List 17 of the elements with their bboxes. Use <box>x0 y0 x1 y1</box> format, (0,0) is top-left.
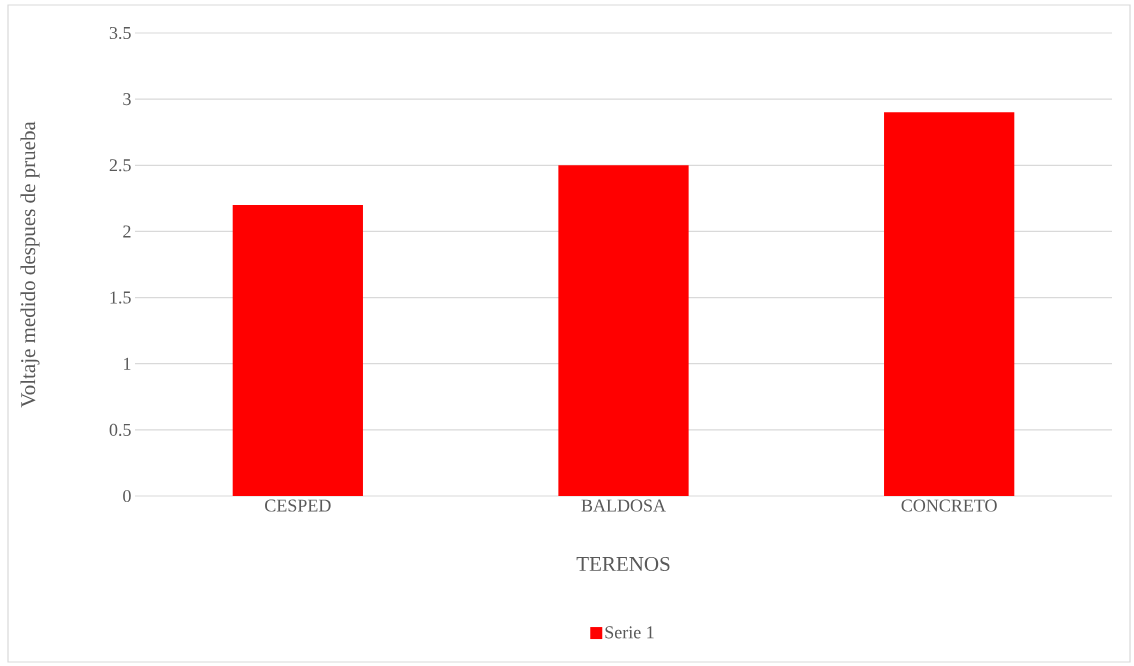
legend-label: Serie 1 <box>605 626 654 639</box>
x-tick-label: CONCRETO <box>901 499 997 512</box>
bar <box>232 204 363 496</box>
y-tick-label: 0 <box>123 489 131 503</box>
y-tick-label: 3 <box>123 93 131 106</box>
bar <box>558 165 689 496</box>
bar <box>884 112 1015 496</box>
y-tick-label: 2 <box>123 225 131 238</box>
y-tick-label: 1.5 <box>110 291 131 304</box>
x-tick-label: CESPED <box>265 499 331 512</box>
x-tick-label: BALDOSA <box>581 499 666 512</box>
y-tick-label: 2.5 <box>109 159 131 172</box>
y-tick-label: 0.5 <box>109 423 131 436</box>
x-axis-title: TERENOS <box>576 556 670 572</box>
y-tick-label: 1 <box>124 357 131 370</box>
y-axis-title: Voltaje medido despues de prueba <box>20 121 40 408</box>
y-tick-label: 3.5 <box>109 26 131 40</box>
